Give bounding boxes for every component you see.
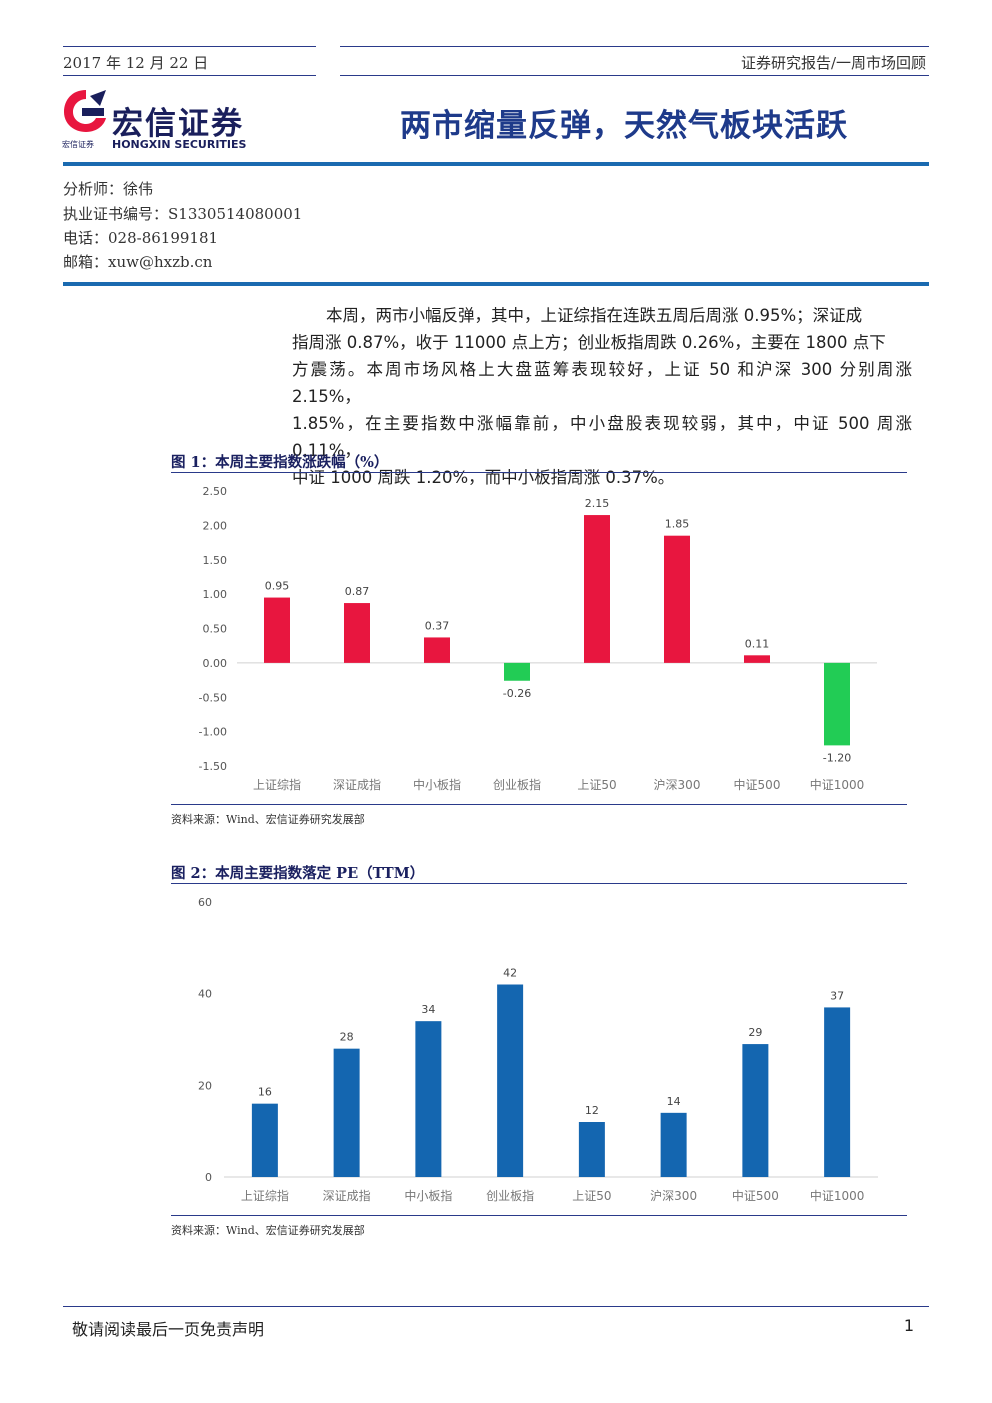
bar (415, 1021, 442, 1177)
data-label: 14 (667, 1095, 681, 1108)
footer-disclaimer: 敬请阅读最后一页免责声明 (72, 1320, 265, 1339)
y-tick-label: 1.50 (203, 554, 228, 567)
y-tick-label: 2.00 (203, 519, 228, 532)
data-label: 42 (503, 967, 517, 980)
bar (264, 597, 290, 663)
bar (578, 1122, 605, 1177)
category-label: 上证综指 (253, 777, 301, 792)
figure2-title: 图 2：本周主要指数落定 PE（TTM） (171, 865, 425, 882)
analyst-cert: 执业证书编号：S1330514080001 (63, 205, 303, 223)
header-rule-right-bottom (340, 75, 929, 76)
footer-rule (63, 1306, 929, 1307)
data-label: 28 (340, 1031, 354, 1044)
y-tick-label: -0.50 (199, 691, 227, 704)
category-label: 深证成指 (333, 777, 381, 792)
category-label: 中证500 (732, 1188, 779, 1203)
category-label: 沪深300 (654, 778, 701, 792)
bar (344, 603, 370, 663)
bar (497, 984, 524, 1177)
y-tick-label: 40 (198, 988, 212, 1001)
figure1-bottom-rule (171, 804, 907, 805)
category-label: 中小板指 (404, 1188, 452, 1203)
category-label: 中证500 (734, 777, 781, 792)
data-label: 29 (748, 1026, 762, 1039)
analyst-name: 分析师：徐伟 (63, 180, 154, 198)
figure2-source: 资料来源：Wind、宏信证券研究发展部 (171, 1224, 365, 1237)
summary-line: 本周，两市小幅反弹，其中，上证综指在连跌五周后周涨 0.95%；深证成 (326, 306, 863, 325)
analyst-blue-bar (63, 282, 929, 286)
y-tick-label: 20 (198, 1079, 212, 1092)
data-label: 0.87 (345, 585, 370, 598)
company-name-small: 宏信证券 (62, 140, 94, 149)
y-tick-label: -1.00 (199, 726, 227, 739)
data-label: -0.26 (503, 687, 531, 700)
report-date: 2017 年 12 月 22 日 (63, 54, 209, 72)
page-number: 1 (903, 1316, 914, 1335)
y-tick-label: -1.50 (199, 760, 227, 773)
figure2-chart: 60 40 20 0 16 上证综指 28 深证成指 34 中小板指 42 创业板指 12 上证50 14 沪… (198, 896, 878, 1203)
data-label: 0.95 (265, 580, 290, 593)
company-name-en: HONGXIN SECURITIES (112, 138, 247, 151)
bar (824, 1007, 851, 1177)
bar (664, 535, 690, 663)
category-label: 创业板指 (493, 777, 541, 792)
category-label: 中小板指 (413, 777, 461, 792)
data-label: -1.20 (823, 751, 851, 764)
bar (424, 637, 450, 663)
figure1-top-rule (171, 472, 907, 473)
category-label: 中证1000 (810, 777, 865, 792)
data-label: 2.15 (585, 497, 610, 510)
header-rule-left-bottom (63, 75, 316, 76)
category-label: 沪深300 (650, 1189, 697, 1203)
header-blue-bar (63, 162, 929, 166)
bar (584, 515, 610, 663)
bar (824, 662, 850, 746)
figure1-source: 资料来源：Wind、宏信证券研究发展部 (171, 813, 365, 826)
analyst-phone: 电话：028-86199181 (63, 229, 219, 247)
category-label: 上证综指 (241, 1188, 289, 1203)
summary-paragraph: 本周，两市小幅反弹，其中，上证综指在连跌五周后周涨 0.95%；深证成 指周涨 … (292, 302, 912, 491)
header-rule-right-top (340, 46, 929, 47)
bar (660, 1112, 687, 1177)
data-label: 37 (830, 989, 844, 1002)
figure2-top-rule (171, 883, 907, 884)
header-rule-left-top (63, 46, 316, 47)
bar (744, 655, 770, 663)
category-label: 深证成指 (323, 1188, 371, 1203)
category-label: 上证50 (572, 1189, 611, 1203)
report-type: 证券研究报告/一周市场回顾 (740, 54, 926, 72)
y-tick-label: 0.00 (203, 657, 228, 670)
y-tick-label: 60 (198, 896, 212, 909)
summary-line: 指周涨 0.87%，收于 11000 点上方；创业板指周跌 0.26%，主要在 … (292, 333, 886, 352)
bar (333, 1048, 360, 1177)
y-tick-label: 1.00 (203, 588, 228, 601)
data-label: 0.37 (425, 619, 450, 632)
company-logo-icon (64, 90, 106, 132)
summary-line: 1.85%，在主要指数中涨幅靠前，中小盘股表现较弱，其中，中证 500 周涨 0… (292, 414, 912, 460)
analyst-email: 邮箱：xuw@hxzb.cn (63, 253, 213, 271)
y-tick-label: 0 (205, 1171, 212, 1184)
data-label: 16 (258, 1086, 272, 1099)
figure2-bottom-rule (171, 1215, 907, 1216)
y-tick-label: 0.50 (203, 623, 228, 636)
bar (251, 1103, 278, 1177)
bar (504, 662, 530, 681)
y-tick-label: 2.50 (203, 485, 228, 498)
company-name-cn: 宏信证券 (112, 106, 244, 142)
summary-line: 方震荡。本周市场风格上大盘蓝筹表现较好，上证 50 和沪深 300 分别周涨 2… (292, 360, 912, 406)
figure1-title: 图 1：本周主要指数涨跌幅（%） (171, 454, 389, 471)
data-label: 34 (421, 1003, 435, 1016)
category-label: 创业板指 (486, 1188, 534, 1203)
figure1-chart: 2.50 2.00 1.50 1.00 0.50 0.00 -0.50 -1.00 -1.50 0… (199, 485, 877, 792)
category-label: 上证50 (577, 778, 616, 792)
report-title: 两市缩量反弹，天然气板块活跃 (400, 108, 848, 144)
data-label: 0.11 (745, 637, 770, 650)
bar (742, 1044, 769, 1177)
data-label: 1.85 (665, 518, 690, 531)
category-label: 中证1000 (810, 1188, 865, 1203)
data-label: 12 (585, 1104, 599, 1117)
